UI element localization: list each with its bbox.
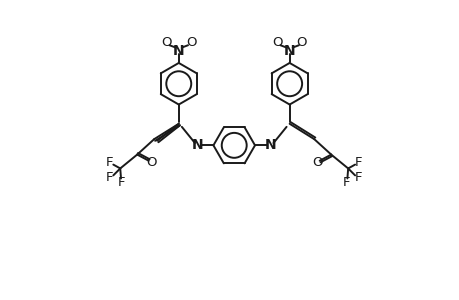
Text: F: F bbox=[106, 171, 113, 184]
Text: F: F bbox=[354, 156, 362, 169]
Text: N: N bbox=[283, 44, 295, 58]
Text: O: O bbox=[312, 156, 322, 169]
Text: O: O bbox=[296, 36, 307, 50]
Text: F: F bbox=[118, 176, 125, 189]
Text: O: O bbox=[146, 156, 156, 169]
Text: O: O bbox=[161, 36, 171, 50]
Text: F: F bbox=[342, 176, 350, 189]
Text: N: N bbox=[192, 138, 203, 152]
Text: O: O bbox=[271, 36, 282, 50]
Text: N: N bbox=[264, 138, 275, 152]
Text: O: O bbox=[185, 36, 196, 50]
Text: N: N bbox=[173, 44, 184, 58]
Text: F: F bbox=[354, 171, 362, 184]
Text: F: F bbox=[106, 156, 113, 169]
